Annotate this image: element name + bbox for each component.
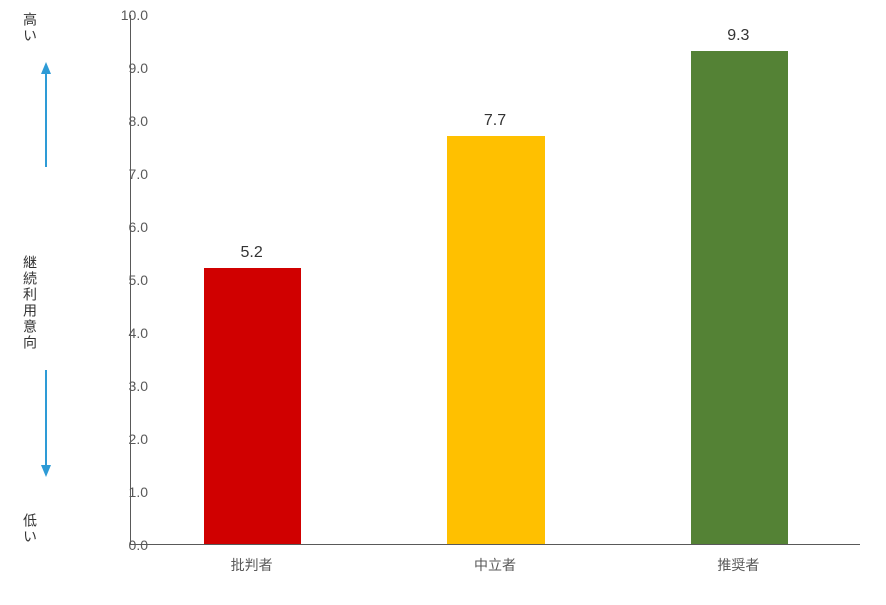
bar-value-label: 7.7	[484, 112, 506, 130]
x-tick-label: 批判者	[231, 555, 273, 575]
y-tick-label: 4.0	[98, 325, 148, 341]
bar	[691, 51, 788, 544]
arrow-up-icon	[41, 62, 51, 74]
y-tick-label: 2.0	[98, 431, 148, 447]
y-tick-label: 5.0	[98, 272, 148, 288]
x-tick-label: 中立者	[474, 555, 516, 575]
bar-value-label: 9.3	[727, 27, 749, 45]
y-tick-label: 9.0	[98, 60, 148, 76]
y-axis-label-title: 継続利用意向	[20, 255, 40, 351]
y-tick-label: 8.0	[98, 113, 148, 129]
x-tick-label: 推奨者	[717, 555, 759, 575]
y-tick-label: 0.0	[98, 537, 148, 553]
bar-value-label: 5.2	[241, 244, 263, 262]
arrow-up-line	[45, 72, 47, 167]
y-axis-label-high: 高い	[20, 12, 40, 44]
arrow-down-icon	[41, 465, 51, 477]
bar	[204, 268, 301, 544]
arrow-down-line	[45, 370, 47, 465]
bar	[447, 136, 544, 544]
y-axis-annotation-panel: 高い 継続利用意向 低い	[0, 0, 70, 605]
y-tick-label: 10.0	[98, 7, 148, 23]
chart-container: 高い 継続利用意向 低い 0.0 1.0 2.0 3.0 4.0 5.0 6.0 7.0 8.0…	[0, 0, 886, 605]
plot-area	[130, 15, 860, 545]
y-tick-label: 1.0	[98, 484, 148, 500]
y-axis-label-low: 低い	[20, 513, 40, 545]
y-tick-label: 3.0	[98, 378, 148, 394]
y-tick-label: 6.0	[98, 219, 148, 235]
y-tick-label: 7.0	[98, 166, 148, 182]
